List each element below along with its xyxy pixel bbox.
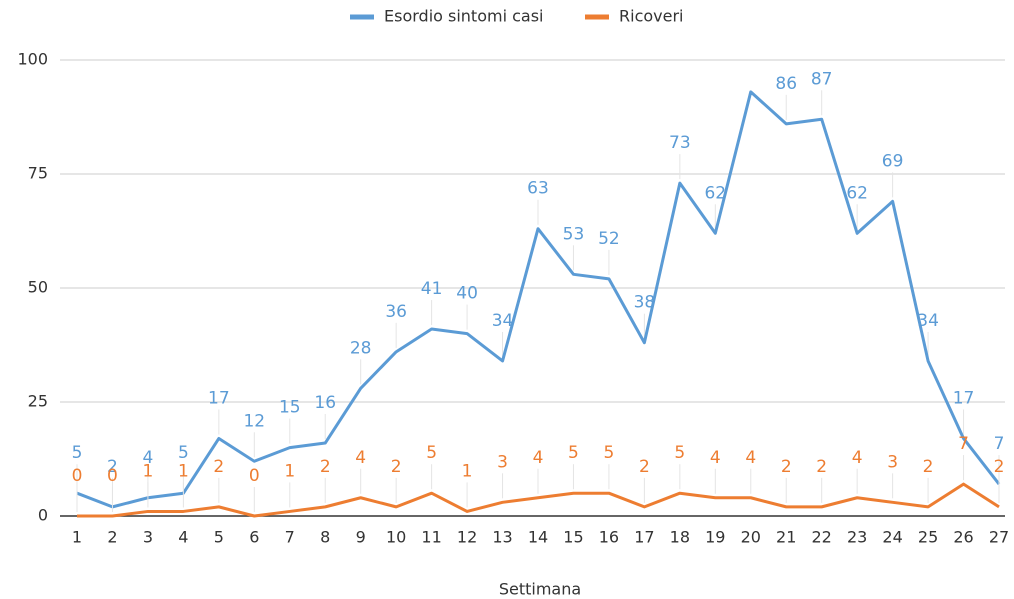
x-tick-label: 22 — [812, 528, 832, 547]
data-label: 4 — [710, 448, 721, 468]
data-label: 15 — [279, 398, 301, 418]
data-label: 2 — [781, 457, 792, 477]
data-label: 73 — [669, 133, 691, 153]
x-tick-label: 21 — [776, 528, 796, 547]
x-tick-label: 13 — [492, 528, 512, 547]
x-tick-label: 25 — [918, 528, 938, 547]
data-label: 7 — [958, 434, 969, 454]
data-label: 2 — [320, 457, 331, 477]
x-tick-label: 11 — [421, 528, 441, 547]
data-label: 0 — [72, 466, 83, 486]
data-label: 69 — [882, 151, 904, 171]
x-tick-label: 27 — [989, 528, 1009, 547]
data-label: 41 — [421, 279, 443, 299]
x-tick-label: 1 — [72, 528, 82, 547]
x-tick-label: 7 — [285, 528, 295, 547]
data-label: 28 — [350, 338, 372, 358]
x-tick-label: 4 — [178, 528, 188, 547]
data-label: 5 — [604, 443, 615, 463]
data-label: 4 — [745, 448, 756, 468]
data-label: 87 — [811, 69, 833, 89]
x-tick-label: 6 — [249, 528, 259, 547]
x-tick-label: 15 — [563, 528, 583, 547]
data-label: 40 — [456, 284, 478, 304]
data-label: 2 — [213, 457, 224, 477]
x-tick-label: 17 — [634, 528, 654, 547]
y-tick-label: 50 — [28, 278, 48, 297]
data-label: 62 — [846, 183, 868, 203]
data-label: 2 — [994, 457, 1005, 477]
line-series — [76, 90, 1001, 509]
data-label: 0 — [107, 466, 118, 486]
data-label: 38 — [634, 293, 656, 313]
x-tick-label: 5 — [214, 528, 224, 547]
data-label: 5 — [178, 443, 189, 463]
x-tick-label: 14 — [528, 528, 548, 547]
data-label: 16 — [314, 393, 336, 413]
data-label: 1 — [143, 461, 154, 481]
data-label: 12 — [243, 411, 265, 431]
data-label: 5 — [568, 443, 579, 463]
data-label: 2 — [391, 457, 402, 477]
data-label: 34 — [917, 311, 939, 331]
data-label: 4 — [533, 448, 544, 468]
data-label: 1 — [284, 461, 295, 481]
x-tick-label: 8 — [320, 528, 330, 547]
data-label: 34 — [492, 311, 514, 331]
data-label: 36 — [385, 302, 407, 322]
data-label: 0 — [249, 466, 260, 486]
data-label: 5 — [426, 443, 437, 463]
data-label: 5 — [674, 443, 685, 463]
data-label: 52 — [598, 229, 620, 249]
data-label: 5 — [72, 443, 83, 463]
data-label: 2 — [923, 457, 934, 477]
y-tick-label: 25 — [28, 392, 48, 411]
data-label: 2 — [816, 457, 827, 477]
data-label: 86 — [775, 74, 797, 94]
data-label: 2 — [107, 457, 118, 477]
data-label: 4 — [143, 448, 154, 468]
legend-label: Esordio sintomi casi — [384, 7, 544, 26]
data-label: 62 — [704, 183, 726, 203]
data-label: 17 — [208, 388, 230, 408]
data-label: 2 — [639, 457, 650, 477]
x-tick-label: 20 — [741, 528, 761, 547]
x-tick-label: 24 — [882, 528, 902, 547]
y-tick-label: 0 — [38, 506, 48, 525]
x-tick-label: 16 — [599, 528, 619, 547]
x-tick-label: 9 — [356, 528, 366, 547]
x-axis-label: Settimana — [499, 580, 581, 599]
x-tick-label: 19 — [705, 528, 725, 547]
x-tick-label: 2 — [107, 528, 117, 547]
data-label: 4 — [852, 448, 863, 468]
x-tick-label: 10 — [386, 528, 406, 547]
y-tick-label: 75 — [28, 164, 48, 183]
data-label: 3 — [497, 452, 508, 472]
data-label: 1 — [462, 461, 473, 481]
line-series — [77, 482, 1000, 518]
data-label: 63 — [527, 179, 549, 199]
x-tick-label: 3 — [143, 528, 153, 547]
x-tick-label: 12 — [457, 528, 477, 547]
x-tick-label: 23 — [847, 528, 867, 547]
data-label: 1 — [178, 461, 189, 481]
x-tick-label: 26 — [953, 528, 973, 547]
x-tick-label: 18 — [670, 528, 690, 547]
data-label: 7 — [994, 434, 1005, 454]
data-label: 53 — [563, 224, 585, 244]
data-label: 17 — [953, 388, 975, 408]
y-tick-label: 100 — [17, 50, 48, 69]
data-label: 4 — [355, 448, 366, 468]
data-label: 3 — [887, 452, 898, 472]
legend-label: Ricoveri — [619, 7, 683, 26]
